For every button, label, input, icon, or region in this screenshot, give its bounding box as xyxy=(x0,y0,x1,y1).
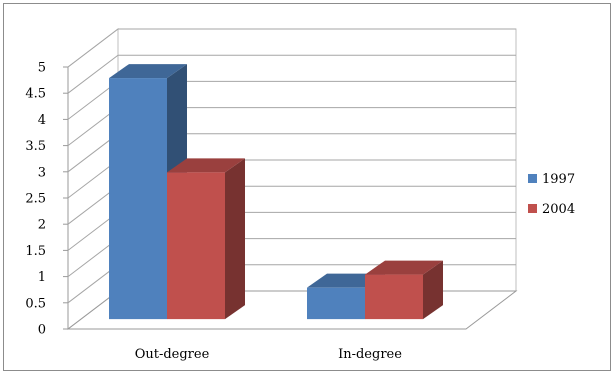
bar-side-face xyxy=(225,158,245,320)
x-category-label: In-degree xyxy=(338,347,402,362)
bar-top-face xyxy=(167,158,245,173)
y-tick-label: 1 xyxy=(38,270,46,285)
y-tick-label: 5 xyxy=(38,61,46,76)
gridline xyxy=(67,28,516,68)
bar-front-face xyxy=(365,274,423,320)
y-tick-label: 1.5 xyxy=(25,244,46,259)
y-axis-ticks: 0 0.5 1 1.5 2 2.5 3 3.5 4 4.5 5 xyxy=(25,61,68,338)
legend-label-2004: 2004 xyxy=(542,202,575,217)
legend-label-1997: 1997 xyxy=(542,172,575,187)
y-tick-label: 3.5 xyxy=(25,139,46,154)
gridline xyxy=(67,54,516,94)
y-tick-label: 2 xyxy=(38,218,46,233)
legend-swatch-2004 xyxy=(528,204,537,213)
x-axis-labels: Out-degree In-degree xyxy=(135,347,403,362)
bar-out-degree-2004 xyxy=(167,158,245,320)
bar-front-face xyxy=(307,287,365,320)
legend: 1997 2004 xyxy=(528,172,575,217)
floor xyxy=(66,290,518,330)
legend-swatch-1997 xyxy=(528,174,537,183)
bar-in-degree-2004 xyxy=(365,260,443,320)
bar-top-face xyxy=(365,260,443,275)
bars xyxy=(109,64,443,320)
y-tick-label: 0.5 xyxy=(25,296,46,311)
x-category-label: Out-degree xyxy=(135,347,210,362)
y-tick-label: 4.5 xyxy=(25,87,46,102)
y-tick-label: 4 xyxy=(38,113,46,128)
bar-front-face xyxy=(167,172,225,320)
bar-side-face xyxy=(423,260,443,320)
y-tick-label: 0 xyxy=(38,323,46,338)
bar-front-face xyxy=(109,78,167,320)
bar-top-face xyxy=(109,64,187,79)
y-tick-label: 2.5 xyxy=(25,192,46,207)
y-tick-label: 3 xyxy=(38,165,46,180)
